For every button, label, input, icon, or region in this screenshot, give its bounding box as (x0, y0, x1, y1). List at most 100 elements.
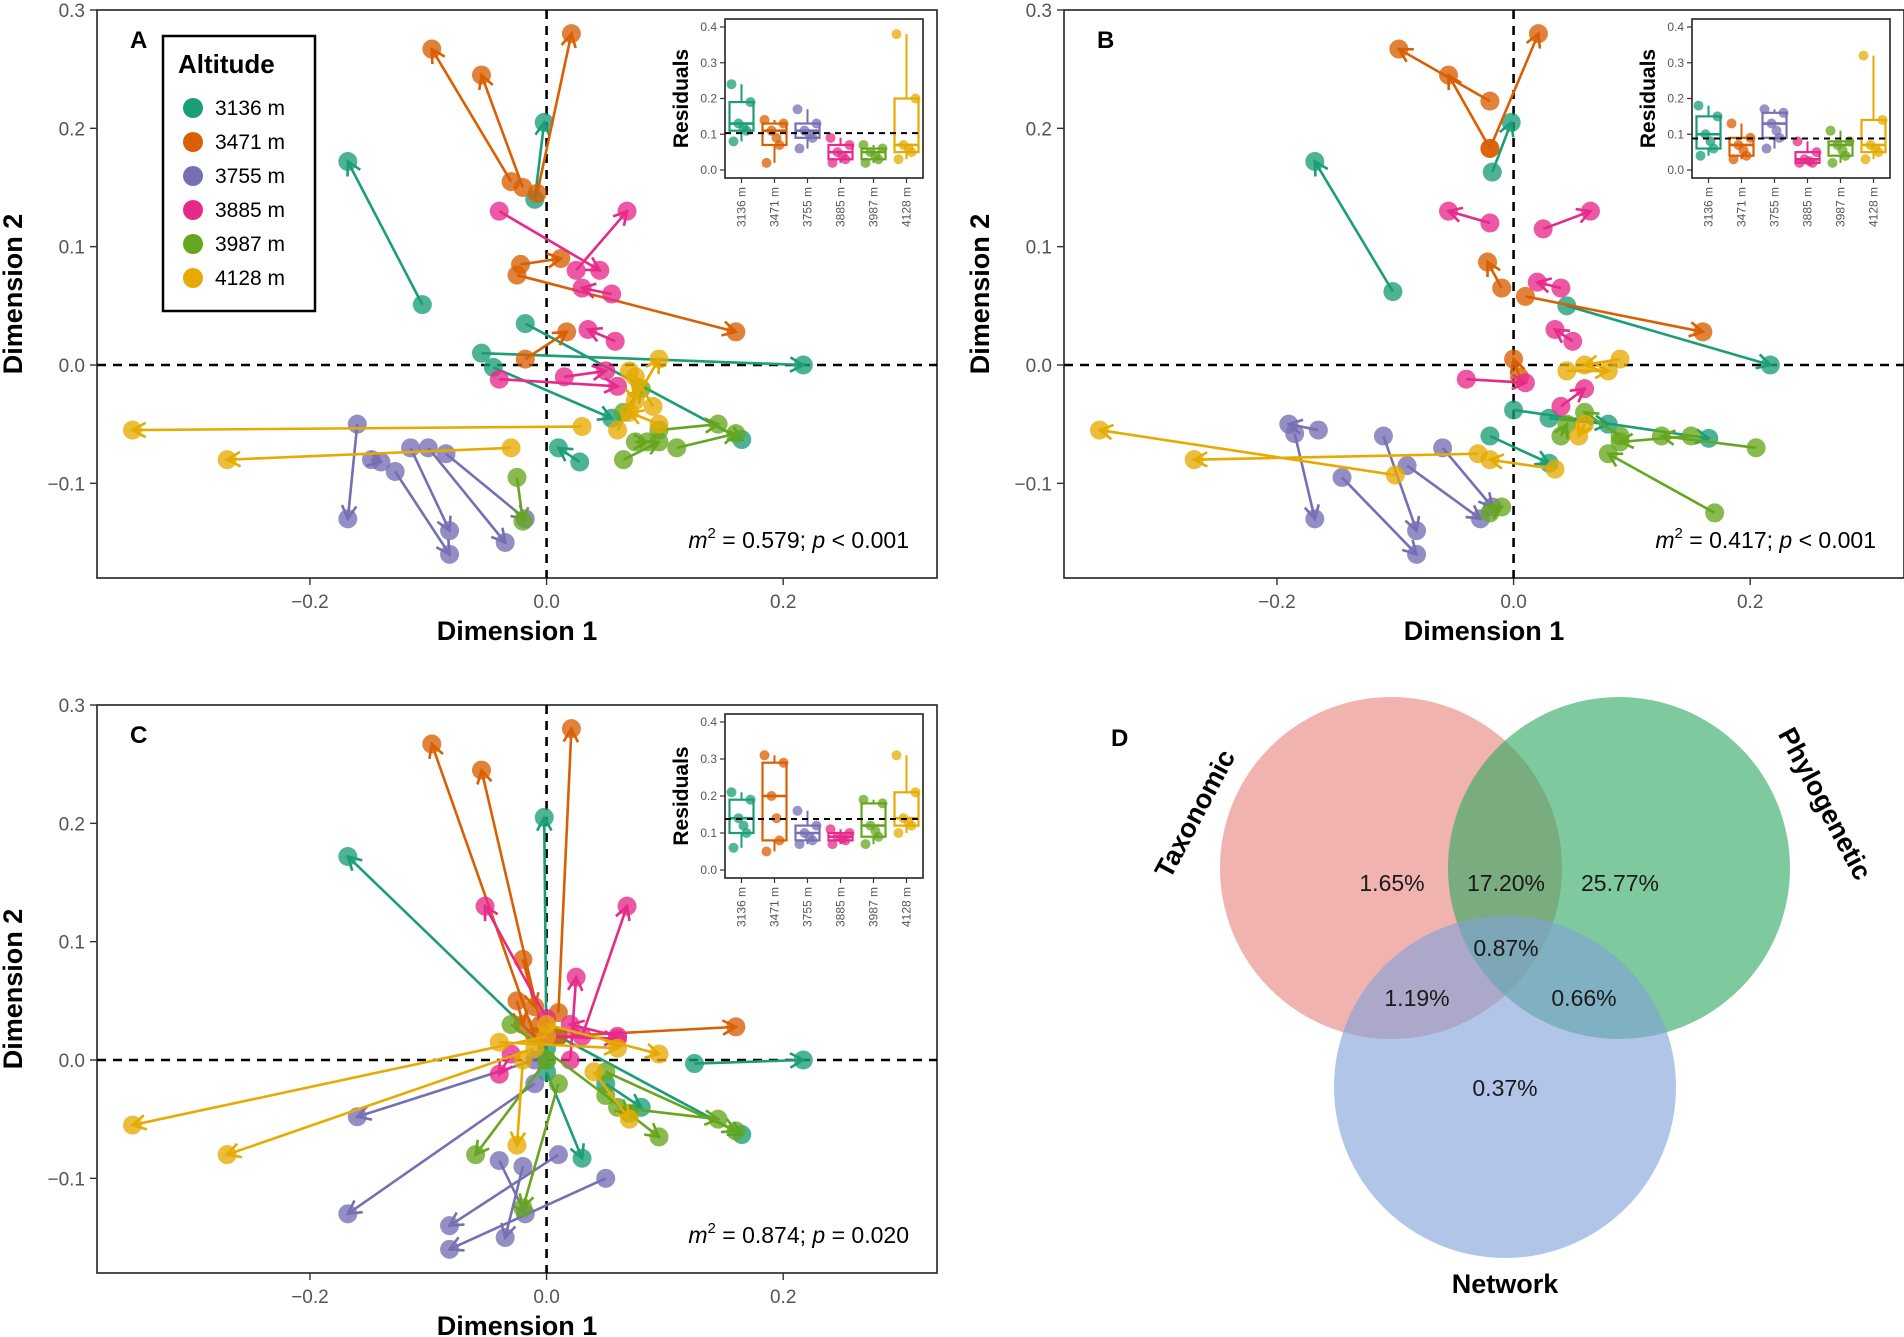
arrow-shaft (564, 369, 606, 379)
arrow-head (1498, 119, 1515, 138)
arrow-shaft (1583, 411, 1621, 438)
residual-point (811, 820, 822, 831)
arrow-shaft (492, 366, 613, 420)
arrow-shaft (346, 160, 424, 306)
venn-region-value: 0.87% (1473, 935, 1538, 961)
arrow-shaft (1341, 476, 1418, 556)
venn-circle-network (1334, 916, 1676, 1258)
residual-point (759, 114, 770, 125)
arrow-shaft (1661, 434, 1757, 450)
arrow-shaft (481, 351, 804, 367)
residual-point (903, 143, 914, 154)
residual-point (726, 79, 737, 90)
stat-mid: = 0.874; (716, 1222, 813, 1248)
arrow-head (624, 385, 642, 404)
arrow-head (1511, 373, 1529, 391)
residual-point (804, 129, 815, 140)
arrow-head (1688, 321, 1706, 338)
arrow-shaft (346, 424, 359, 519)
x-axis-title: Dimension 1 (1404, 616, 1565, 646)
x-tick-label: 0.2 (770, 1287, 796, 1308)
arrow-shaft (132, 1035, 547, 1127)
y-tick-label: 0.3 (1026, 1, 1052, 22)
arrow-head (643, 1122, 662, 1139)
residual-point (827, 157, 838, 168)
arrow-shaft (1293, 433, 1317, 520)
residual-point (1726, 118, 1737, 129)
arrow-head (1487, 453, 1505, 470)
stat-m: m (688, 1222, 707, 1248)
arrow-head (615, 903, 631, 922)
arrow-head (591, 364, 609, 381)
inset-x-tick-label: 3987 m (1834, 187, 1848, 227)
arrow-head (551, 330, 569, 346)
arrow-head (436, 515, 452, 534)
legend-label: 3755 m (215, 165, 285, 188)
arrow-head (476, 767, 493, 785)
arrow-shaft (1448, 209, 1491, 225)
arrow-shaft (1560, 387, 1586, 408)
arrow-shaft (483, 905, 548, 1020)
arrow-head (703, 417, 721, 434)
inset-y-tick-label: 0.1 (700, 826, 717, 840)
residual-point (825, 132, 836, 143)
arrow-head (556, 446, 574, 462)
residual-point (870, 150, 881, 161)
box-body (761, 761, 788, 842)
arrow-shaft (605, 1082, 642, 1109)
arrow-shaft (1441, 446, 1494, 508)
arrow-shaft (524, 330, 568, 361)
arrow-head (644, 1042, 662, 1059)
arrow-head (1286, 418, 1304, 435)
residual-point (1837, 145, 1848, 156)
arrow-head (447, 1236, 465, 1252)
arrow-shaft (515, 1059, 525, 1146)
arrow-shaft (226, 1046, 536, 1156)
arrow-head (1581, 354, 1600, 372)
arrow-head (345, 854, 363, 872)
panel-B: −0.2 0.0 0.2 −0.1 0.0 0.1 0.2 0.3 Dimension 1 Dim… (965, 1, 1904, 646)
arrow-shaft (1099, 428, 1396, 477)
y-tick-label: 0.1 (59, 238, 85, 259)
residual-point (1771, 125, 1782, 136)
arrow-head (1191, 451, 1209, 468)
legend-label: 3885 m (215, 199, 285, 222)
inset-y-tick-label: 0.0 (1667, 163, 1684, 177)
y-tick-label: 0.3 (59, 696, 85, 717)
residual-point (844, 828, 855, 838)
arrow-head (1465, 504, 1483, 521)
y-axis-title: Dimension 2 (0, 214, 28, 375)
arrow-head (546, 252, 564, 269)
residual-point (825, 824, 836, 835)
venn-region-value: 1.65% (1359, 870, 1424, 896)
residual-point (858, 139, 869, 150)
x-axis-title: Dimension 1 (437, 1311, 598, 1337)
residual-point (1858, 50, 1869, 61)
arrow-head (721, 320, 739, 337)
x-tick-label: −0.2 (291, 592, 329, 613)
arrow-shaft (520, 257, 561, 266)
inset-frame (724, 713, 924, 879)
inset-x-tick-label: 3885 m (1801, 187, 1815, 227)
arrow-head (447, 1211, 465, 1228)
arrow-head (1569, 387, 1587, 403)
arrow-head (346, 159, 361, 177)
residual-point (1825, 125, 1836, 136)
arrow-head (789, 1052, 807, 1069)
residual-point (877, 143, 888, 154)
arrow-head (129, 1114, 148, 1131)
arrow-shaft (1447, 74, 1492, 150)
residual-point (891, 750, 902, 761)
arrow-shaft (1525, 295, 1704, 334)
residual-point (844, 139, 855, 150)
arrow-head (721, 1019, 739, 1036)
arrow-head (720, 1118, 739, 1134)
legend-label: 3987 m (215, 233, 285, 256)
arrow-shaft (515, 1000, 525, 1025)
residual-point (1827, 157, 1838, 168)
residual-point (759, 750, 770, 761)
point-start (501, 1015, 521, 1034)
stat-p: p (1778, 527, 1792, 553)
arrow-head (1658, 429, 1676, 446)
